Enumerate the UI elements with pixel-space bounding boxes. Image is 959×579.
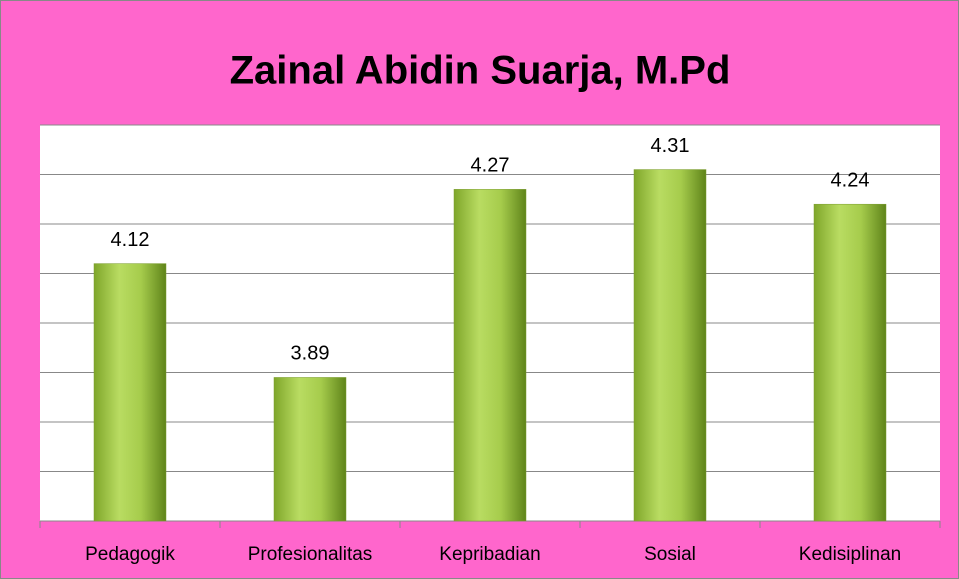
value-label: 4.27	[471, 155, 510, 177]
bar	[453, 189, 527, 522]
bar	[273, 377, 347, 522]
x-tick-label: Profesionalitas	[248, 544, 373, 565]
bar	[813, 203, 887, 522]
x-tick-label: Sosial	[644, 544, 696, 565]
x-tick-label: Pedagogik	[85, 544, 175, 565]
value-label: 4.24	[831, 169, 870, 191]
value-label: 4.12	[111, 229, 150, 251]
value-label: 3.89	[291, 343, 330, 365]
chart-title: Zainal Abidin Suarja, M.Pd	[230, 49, 731, 93]
x-tick-label: Kedisiplinan	[799, 544, 901, 565]
bar	[633, 169, 707, 522]
value-label: 4.31	[651, 135, 690, 157]
x-tick-label: Kepribadian	[439, 544, 540, 565]
bar	[93, 263, 167, 522]
